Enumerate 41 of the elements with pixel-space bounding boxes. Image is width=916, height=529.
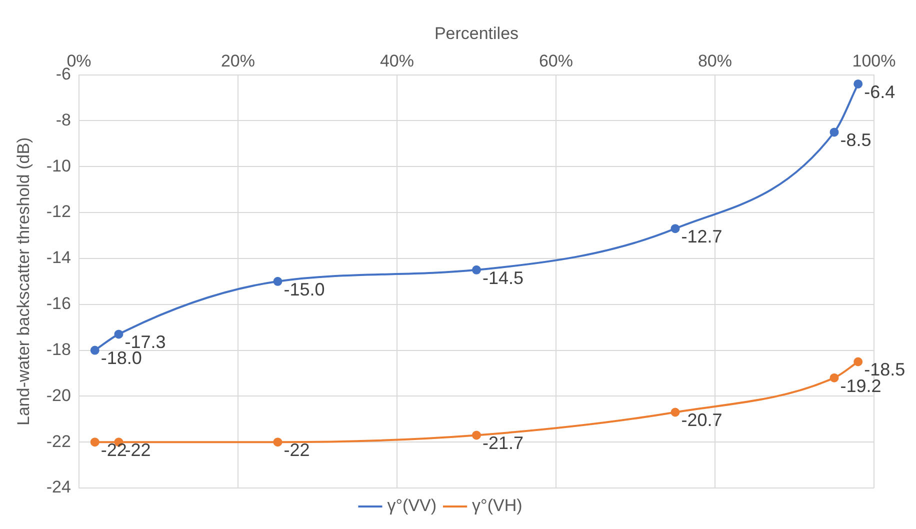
data-label: -22 xyxy=(100,440,127,460)
data-label: -22 xyxy=(124,440,151,460)
point xyxy=(830,128,839,137)
data-label: -14.5 xyxy=(482,268,524,288)
point xyxy=(273,276,282,286)
point xyxy=(670,408,680,417)
y-tick-label: -24 xyxy=(46,478,71,497)
y-tick-label: -8 xyxy=(56,110,71,130)
legend-label: γ°(VV) xyxy=(387,496,437,516)
point xyxy=(472,430,481,440)
point xyxy=(854,357,863,366)
point xyxy=(273,438,282,447)
x-tick-label: 80% xyxy=(698,51,732,70)
y-axis-title: Land-water backscatter threshold (dB) xyxy=(14,137,33,426)
data-label: -6.4 xyxy=(864,82,896,102)
data-label: -21.7 xyxy=(482,433,524,454)
x-axis-title: Percentiles xyxy=(434,24,519,43)
x-tick-label: 100% xyxy=(852,51,896,70)
point xyxy=(114,330,124,339)
point xyxy=(90,438,100,447)
y-tick-label: -18 xyxy=(46,340,71,359)
data-label: -20.7 xyxy=(681,410,722,430)
y-tick-label: -12 xyxy=(46,202,71,222)
point xyxy=(90,346,100,355)
x-tick-label: 60% xyxy=(538,51,574,70)
x-tick-label: 40% xyxy=(380,51,414,70)
y-tick-label: -10 xyxy=(46,156,71,176)
y-tick-label: -14 xyxy=(46,248,71,268)
x-tick-label: 20% xyxy=(220,51,255,70)
data-label: -8.5 xyxy=(840,130,872,150)
y-tick-label: -22 xyxy=(46,432,71,451)
data-label: -12.7 xyxy=(681,226,722,247)
y-tick-label: -16 xyxy=(46,294,71,314)
legend-label: γ°(VH) xyxy=(472,496,522,516)
point xyxy=(472,265,481,274)
point xyxy=(670,224,680,234)
data-label: -15.0 xyxy=(284,279,325,300)
y-tick-label: -20 xyxy=(46,386,71,405)
data-label: -22 xyxy=(284,440,310,460)
point xyxy=(854,79,863,88)
point xyxy=(830,373,839,382)
